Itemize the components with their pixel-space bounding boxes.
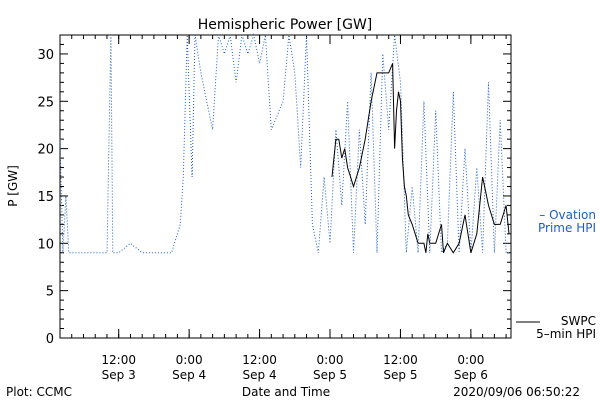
timestamp-label: 2020/09/06 06:50:22 [453, 385, 580, 399]
x-tick-date-label: Sep 5 [383, 368, 417, 382]
x-tick-date-label: Sep 6 [454, 368, 488, 382]
x-tick-time-label: 12:00 [242, 353, 277, 367]
y-tick-label: 20 [37, 143, 54, 158]
legend-entry-label: – Ovation [539, 208, 596, 222]
x-tick-date-label: Sep 4 [172, 368, 206, 382]
plot-source-label: Plot: CCMC [6, 385, 72, 399]
x-tick-date-label: Sep 5 [313, 368, 347, 382]
series-line-2 [331, 63, 510, 254]
x-tick-time-label: 12:00 [101, 353, 136, 367]
y-tick-label: 5 [46, 285, 54, 300]
legend-entry-label: SWPC [561, 314, 596, 328]
x-tick-time-label: 0:00 [176, 353, 203, 367]
series-line-1 [59, 33, 511, 255]
legend-entry-label: 5–min HPI [536, 327, 596, 341]
y-tick-label: 30 [37, 48, 54, 63]
y-axis-label: P [GW] [6, 165, 20, 207]
legend-entry-label: Prime HPI [538, 221, 596, 235]
x-axis-label: Date and Time [242, 385, 330, 399]
chart-title: Hemispheric Power [GW] [198, 17, 373, 33]
series-layer [59, 33, 511, 255]
y-tick-label: 10 [37, 237, 54, 252]
x-tick-time-label: 0:00 [317, 353, 344, 367]
plot-frame [59, 34, 512, 339]
x-tick-date-label: Sep 3 [102, 368, 136, 382]
y-axis-ticks: 0 5 10 15 20 25 30 [37, 34, 511, 347]
x-tick-time-label: 0:00 [457, 353, 484, 367]
y-tick-label: 15 [37, 190, 54, 205]
x-tick-date-label: Sep 4 [243, 368, 277, 382]
y-tick-label: 0 [46, 332, 54, 347]
y-tick-label: 25 [37, 95, 54, 110]
x-tick-time-label: 12:00 [383, 353, 418, 367]
